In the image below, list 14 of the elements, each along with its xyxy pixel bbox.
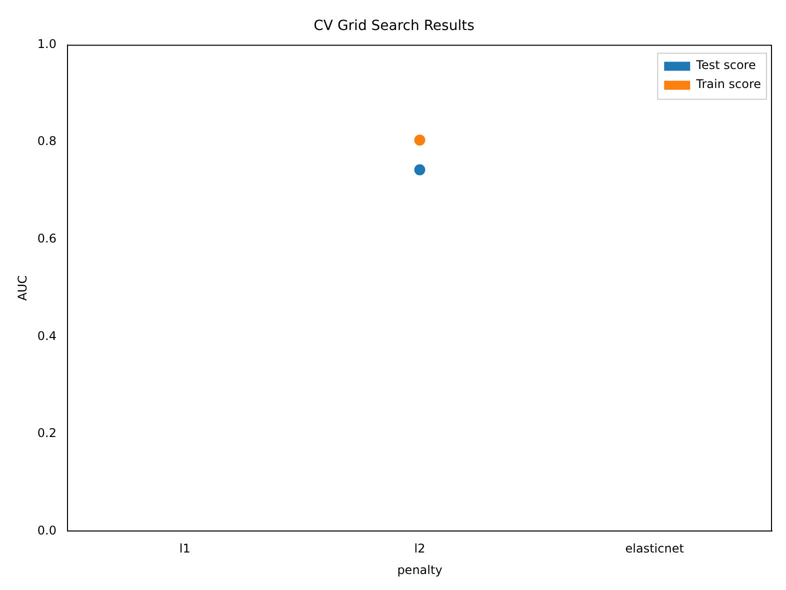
y-tick-label: 0.4 — [37, 328, 56, 343]
x-tick-label: l1 — [179, 542, 190, 556]
legend-label: Test score — [695, 58, 756, 72]
x-axis-title: penalty — [397, 562, 442, 577]
y-axis-title: AUC — [15, 275, 30, 301]
y-tick-label: 0.2 — [37, 426, 56, 440]
y-tick-label: 0.0 — [37, 523, 56, 538]
y-tick-label: 1.0 — [37, 36, 56, 51]
legend-label: Train score — [695, 76, 762, 91]
chart-title: CV Grid Search Results — [314, 18, 474, 34]
x-tick-label: l2 — [414, 542, 426, 556]
y-tick-label: 0.8 — [37, 134, 56, 148]
x-tick-label: elasticnet — [625, 542, 684, 556]
y-tick-label: 0.6 — [37, 231, 56, 246]
